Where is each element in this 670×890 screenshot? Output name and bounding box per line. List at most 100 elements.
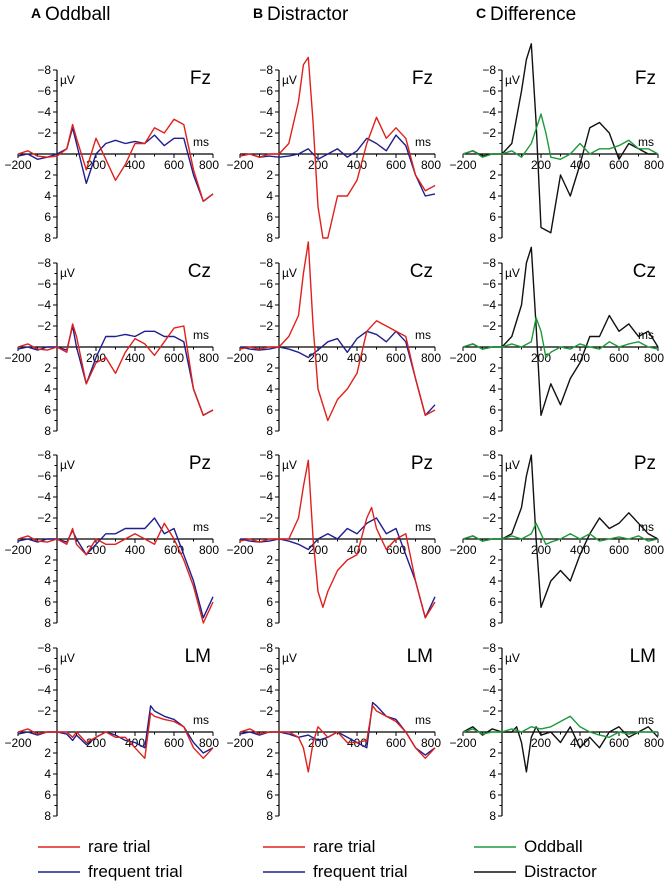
x-tick-label: 600 bbox=[164, 543, 184, 557]
y-tick-label: 2 bbox=[489, 746, 496, 760]
y-tick-label: −2 bbox=[37, 704, 51, 718]
y-unit-label: µV bbox=[505, 73, 520, 87]
y-tick-label: 2 bbox=[489, 553, 496, 567]
y-unit-label: µV bbox=[60, 73, 75, 87]
y-tick-label: 8 bbox=[266, 616, 273, 630]
x-tick-label: 600 bbox=[386, 158, 406, 172]
x-tick-label: 800 bbox=[644, 158, 664, 172]
series-line-frequent-trial bbox=[239, 330, 436, 416]
y-tick-label: −6 bbox=[259, 277, 273, 291]
y-tick-label: −2 bbox=[259, 319, 273, 333]
series-line-frequent-trial bbox=[17, 127, 214, 203]
electrode-label: Cz bbox=[188, 261, 211, 282]
x-tick-label: 800 bbox=[421, 158, 441, 172]
y-unit-label: µV bbox=[505, 266, 520, 280]
series-line-oddball bbox=[462, 522, 659, 545]
x-tick-label: 600 bbox=[609, 543, 629, 557]
series-line-frequent-trial bbox=[17, 325, 214, 416]
y-tick-label: −2 bbox=[37, 126, 51, 140]
x-tick-label: −200 bbox=[449, 351, 476, 365]
y-tick-label: −4 bbox=[259, 683, 273, 697]
x-tick-label: 800 bbox=[199, 351, 219, 365]
y-tick-label: 6 bbox=[266, 788, 273, 802]
y-tick-label: 2 bbox=[266, 746, 273, 760]
x-tick-label: 400 bbox=[570, 351, 590, 365]
x-tick-label: 200 bbox=[308, 158, 328, 172]
y-tick-label: −2 bbox=[259, 511, 273, 525]
y-tick-label: 8 bbox=[489, 809, 496, 823]
y-tick-label: 6 bbox=[44, 788, 51, 802]
y-tick-label: 8 bbox=[266, 424, 273, 438]
y-tick-label: −6 bbox=[37, 469, 51, 483]
x-tick-label: 800 bbox=[644, 351, 664, 365]
legend-label: Distractor bbox=[524, 862, 597, 881]
x-tick-label: 600 bbox=[386, 736, 406, 750]
series-line-frequent-trial bbox=[17, 517, 214, 619]
x-unit-label: ms bbox=[415, 520, 431, 534]
y-unit-label: µV bbox=[282, 266, 297, 280]
y-unit-label: µV bbox=[282, 73, 297, 87]
y-tick-label: −2 bbox=[259, 704, 273, 718]
y-tick-label: −6 bbox=[259, 84, 273, 98]
x-tick-label: 600 bbox=[164, 736, 184, 750]
x-tick-label: 400 bbox=[347, 158, 367, 172]
series-line-frequent-trial bbox=[239, 134, 436, 197]
y-tick-label: −4 bbox=[259, 298, 273, 312]
y-tick-label: 2 bbox=[266, 553, 273, 567]
x-unit-label: ms bbox=[193, 520, 209, 534]
x-unit-label: ms bbox=[638, 520, 654, 534]
legend-label: rare trial bbox=[88, 837, 150, 856]
column-title: Oddball bbox=[45, 4, 111, 25]
y-tick-label: −4 bbox=[482, 105, 496, 119]
y-tick-label: 6 bbox=[44, 210, 51, 224]
panel-difference-pz: −8 −6 −4 −2 2 4 6 8 −200 200 400 600 800 µV ms Pz bbox=[449, 448, 664, 630]
y-tick-label: −8 bbox=[482, 448, 496, 462]
y-tick-label: 6 bbox=[44, 595, 51, 609]
y-tick-label: 4 bbox=[266, 574, 273, 588]
y-tick-label: 4 bbox=[44, 574, 51, 588]
y-unit-label: µV bbox=[505, 458, 520, 472]
y-tick-label: 6 bbox=[489, 595, 496, 609]
y-tick-label: 8 bbox=[266, 231, 273, 245]
series-line-rare-trial bbox=[17, 118, 214, 203]
y-unit-label: µV bbox=[505, 651, 520, 665]
y-tick-label: 8 bbox=[44, 809, 51, 823]
y-unit-label: µV bbox=[60, 651, 75, 665]
x-tick-label: 800 bbox=[644, 736, 664, 750]
x-tick-label: 600 bbox=[386, 351, 406, 365]
y-tick-label: 2 bbox=[266, 361, 273, 375]
series-line-oddball bbox=[462, 316, 659, 359]
x-tick-label: 400 bbox=[347, 543, 367, 557]
y-tick-label: −2 bbox=[482, 704, 496, 718]
electrode-label: Cz bbox=[410, 261, 433, 282]
x-unit-label: ms bbox=[193, 328, 209, 342]
y-tick-label: 8 bbox=[266, 809, 273, 823]
y-tick-label: 2 bbox=[489, 168, 496, 182]
y-tick-label: −4 bbox=[37, 490, 51, 504]
x-tick-label: −200 bbox=[226, 543, 253, 557]
electrode-label: Cz bbox=[633, 261, 656, 282]
electrode-label: LM bbox=[630, 646, 656, 667]
electrode-label: LM bbox=[407, 646, 433, 667]
x-tick-label: 600 bbox=[386, 543, 406, 557]
y-tick-label: −2 bbox=[37, 511, 51, 525]
column-title: Distractor bbox=[267, 4, 349, 25]
electrode-label: Pz bbox=[411, 453, 433, 474]
y-tick-label: −8 bbox=[482, 641, 496, 655]
y-tick-label: 4 bbox=[266, 767, 273, 781]
electrode-label: Pz bbox=[634, 453, 656, 474]
y-tick-label: −8 bbox=[37, 256, 51, 270]
y-tick-label: −8 bbox=[482, 63, 496, 77]
legend-label: frequent trial bbox=[88, 862, 183, 881]
x-tick-label: 800 bbox=[644, 543, 664, 557]
y-tick-label: 8 bbox=[489, 231, 496, 245]
y-tick-label: −2 bbox=[37, 319, 51, 333]
x-tick-label: 400 bbox=[125, 543, 145, 557]
y-tick-label: −4 bbox=[259, 105, 273, 119]
x-tick-label: 200 bbox=[531, 736, 551, 750]
column-title: Difference bbox=[490, 4, 576, 25]
y-tick-label: 6 bbox=[489, 788, 496, 802]
x-tick-label: 200 bbox=[308, 543, 328, 557]
